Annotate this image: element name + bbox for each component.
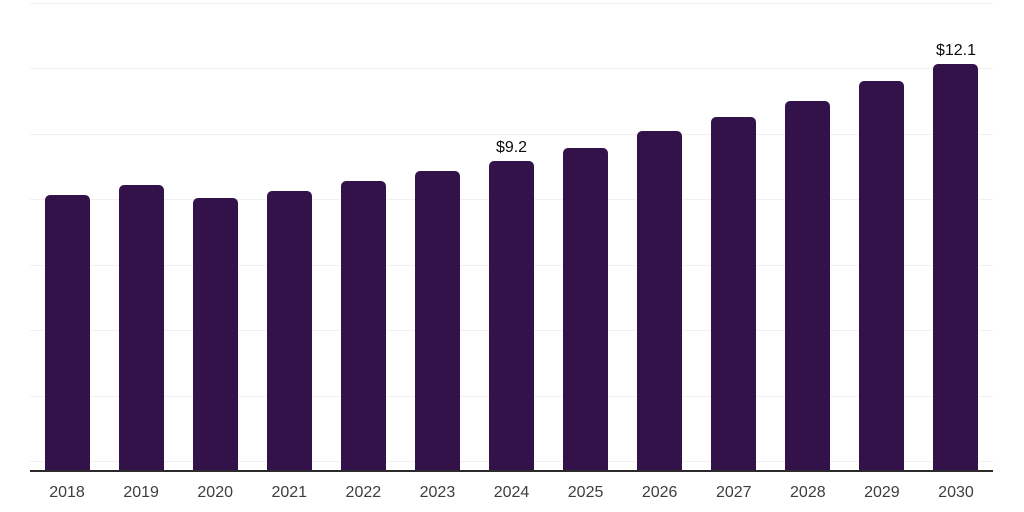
bar-slot-2019 [104,0,178,470]
x-tick-label-2018: 2018 [49,484,85,501]
x-tick-label-2020: 2020 [197,484,233,501]
bar-2027 [711,117,757,470]
x-tick-label-2021: 2021 [271,484,308,501]
bar-slot-2022 [326,0,400,470]
bar-2029 [859,81,905,470]
bar-2023 [414,171,460,470]
bar-slot-2021 [252,0,326,470]
x-tick-label-2030: 2030 [938,484,974,501]
bar-2025 [563,148,609,470]
x-tick-label-2026: 2026 [641,484,678,501]
x-tick-label-2023: 2023 [419,484,456,501]
bar-2019 [118,185,164,470]
bar-2024 [489,161,534,470]
bar-slot-2023 [400,0,474,470]
bar-value-label-2030: $12.1 [935,42,976,59]
bar-2018 [44,195,90,470]
bar-slot-2020 [178,0,252,470]
bar-2020 [192,198,238,470]
x-tick-label-2019: 2019 [123,484,159,501]
bar-slot-2030: $12.1 [919,0,993,470]
bar-2030 [933,64,979,470]
plot-area: $9.2 $12.1 [30,0,993,472]
bar-slot-2027 [697,0,771,470]
bar-value-label-2024: $9.2 [495,139,528,156]
x-tick-label-2027: 2027 [715,484,752,501]
bar-2026 [637,131,683,470]
x-tick-label-2022: 2022 [345,484,382,501]
x-tick-label-2024: 2024 [493,484,530,501]
bar-2022 [340,181,386,470]
bar-slot-2028 [771,0,845,470]
bar-slot-2026 [623,0,697,470]
bar-series: $9.2 $12.1 [30,0,993,470]
bar-slot-2018 [30,0,104,470]
x-tick-label-2029: 2029 [864,484,900,501]
bar-2021 [266,191,312,470]
gridline [30,3,993,4]
bar-slot-2024: $9.2 [474,0,548,470]
bar-2028 [785,101,831,470]
bar-slot-2029 [845,0,919,470]
x-tick-label-2025: 2025 [567,484,604,501]
bar-slot-2025 [549,0,623,470]
gridline [30,134,993,135]
x-axis-line [30,470,993,472]
gridline [30,68,993,69]
x-tick-label-2028: 2028 [790,484,826,501]
x-axis-labels: 2018 2019 2020 2021 2022 2023 2024 2025 2026 2027… [30,483,993,502]
